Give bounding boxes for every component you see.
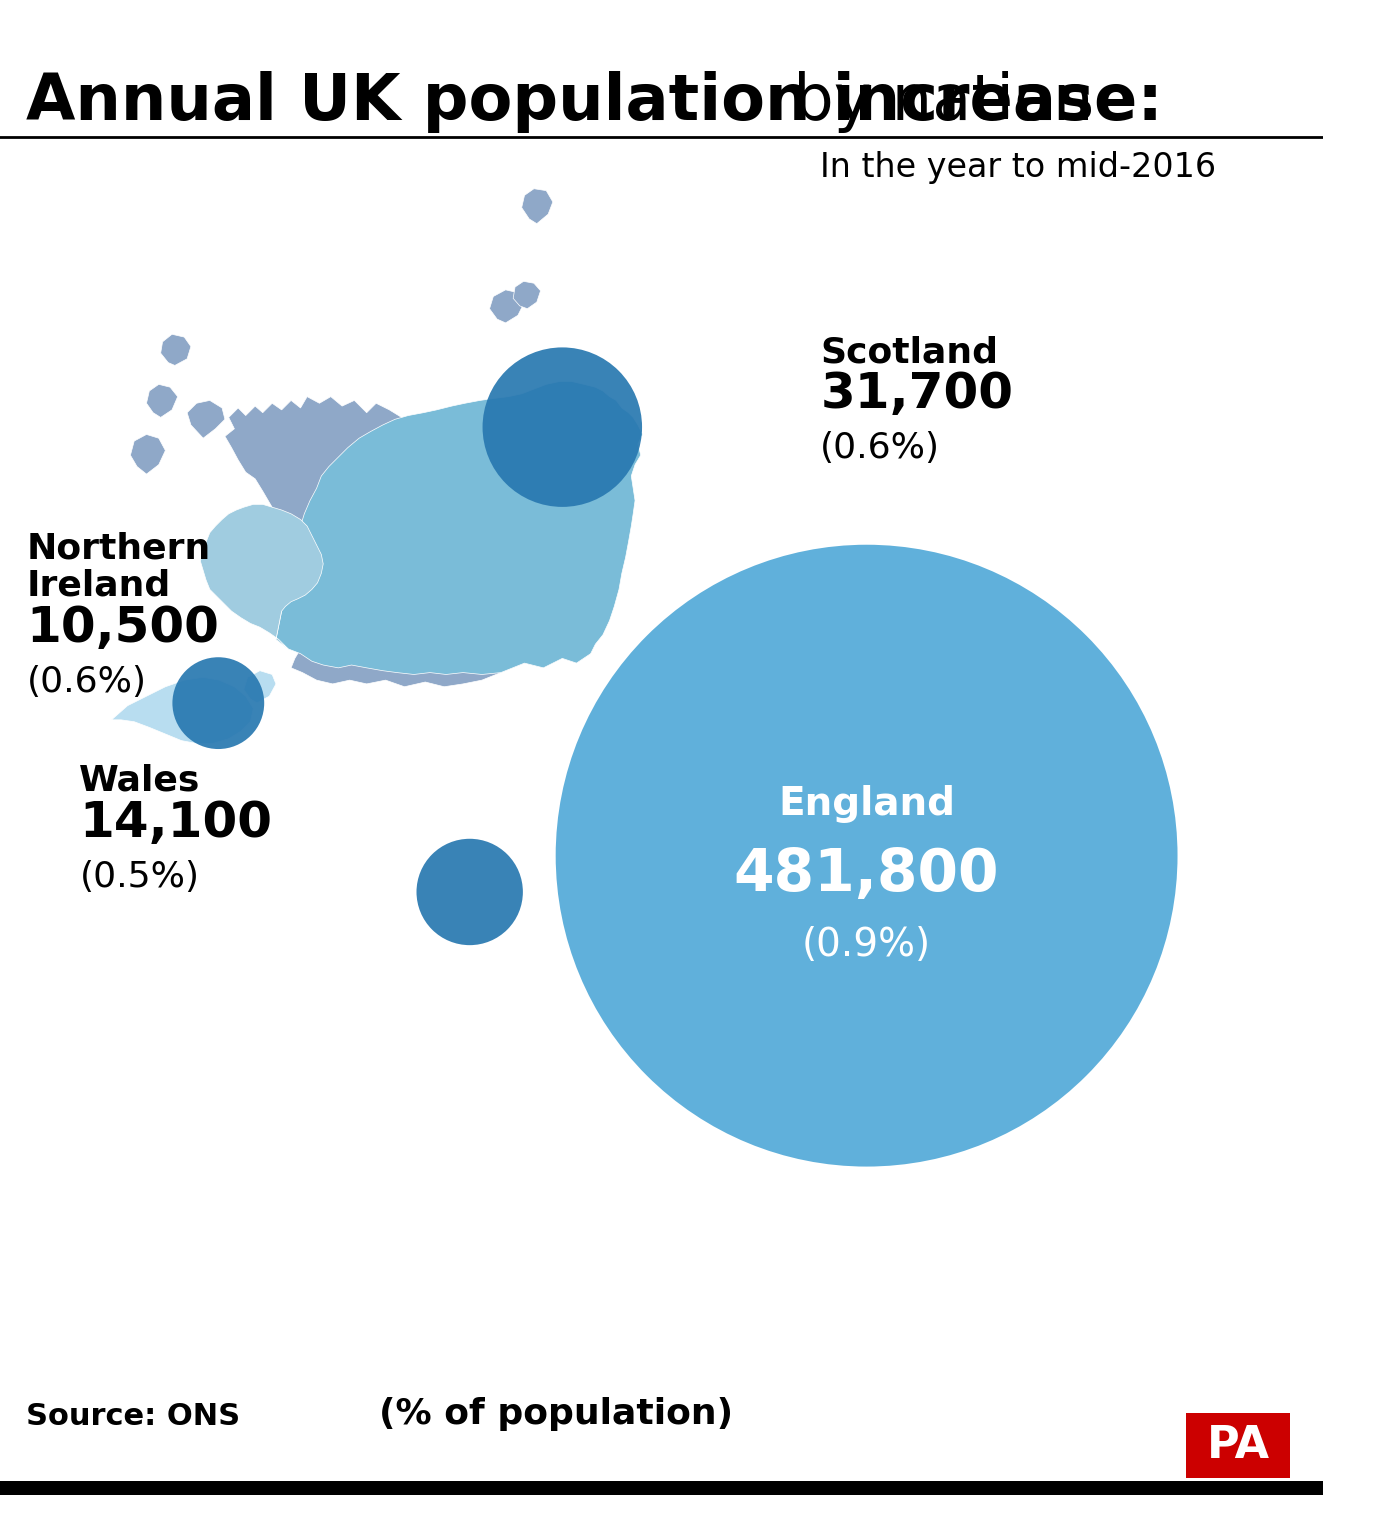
Polygon shape (161, 334, 190, 366)
Polygon shape (200, 504, 323, 649)
Bar (1186, 1414, 1289, 1477)
Polygon shape (112, 678, 253, 744)
Text: 14,100: 14,100 (80, 799, 273, 847)
Text: Scotland: Scotland (820, 335, 998, 369)
Polygon shape (188, 401, 225, 438)
Polygon shape (147, 384, 178, 418)
Polygon shape (276, 381, 643, 675)
Text: Wales: Wales (80, 764, 200, 798)
Polygon shape (522, 189, 553, 224)
Text: Northern: Northern (27, 532, 211, 566)
Text: (0.6%): (0.6%) (27, 666, 147, 699)
Text: England: England (778, 785, 955, 822)
Text: PA: PA (1207, 1425, 1270, 1468)
Text: by nation: by nation (773, 71, 1093, 132)
Text: (0.6%): (0.6%) (820, 432, 941, 466)
Circle shape (172, 658, 265, 749)
Text: Annual UK population increase:: Annual UK population increase: (27, 71, 1163, 132)
Text: In the year to mid-2016: In the year to mid-2016 (820, 151, 1217, 184)
Text: Source: ONS: Source: ONS (27, 1402, 241, 1431)
Text: (% of population): (% of population) (378, 1397, 732, 1431)
Polygon shape (514, 281, 540, 309)
Polygon shape (490, 290, 525, 323)
Bar (0, 1480, 1323, 1496)
Circle shape (416, 839, 522, 945)
Text: 31,700: 31,700 (820, 370, 1014, 418)
Circle shape (556, 544, 1177, 1167)
Text: (0.9%): (0.9%) (802, 927, 931, 964)
Circle shape (483, 347, 643, 507)
Polygon shape (130, 435, 165, 473)
Polygon shape (244, 670, 276, 702)
Text: 10,500: 10,500 (27, 604, 220, 652)
Text: Ireland: Ireland (27, 569, 171, 603)
Text: 481,800: 481,800 (734, 845, 1000, 904)
Polygon shape (225, 397, 601, 687)
Text: (0.5%): (0.5%) (80, 859, 199, 895)
